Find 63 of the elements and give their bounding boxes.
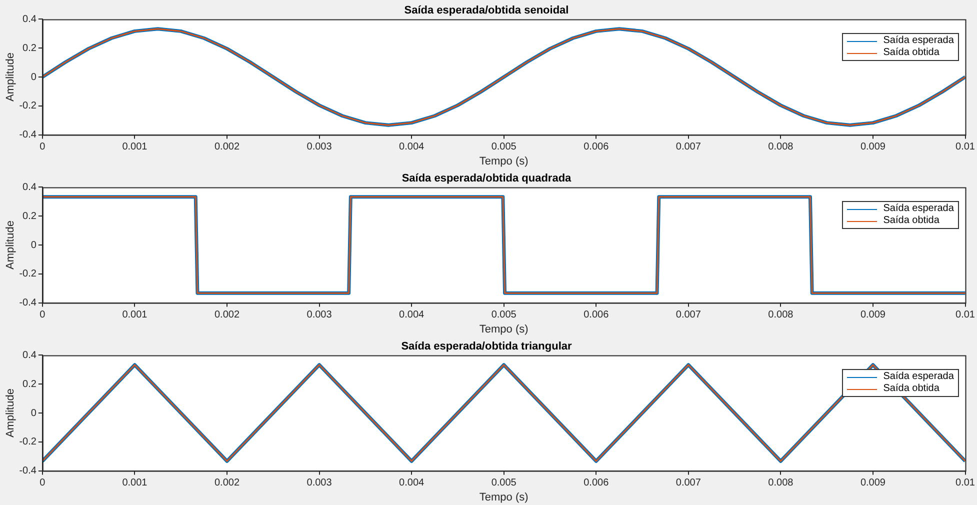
x-tick-label: 0 <box>40 310 46 321</box>
x-tick-label: 0.01 <box>956 478 976 489</box>
y-axis-title: Amplitude <box>4 220 17 270</box>
x-axis-title: Tempo (s) <box>479 323 528 336</box>
chart-title: Saída esperada/obtida quadrada <box>402 172 572 185</box>
x-tick-label: 0.002 <box>214 310 240 321</box>
y-tick-label: 0.4 <box>22 14 37 25</box>
x-tick-label: 0.009 <box>860 142 886 153</box>
x-tick-label: 0.008 <box>768 310 794 321</box>
x-tick-label: 0.004 <box>399 310 425 321</box>
x-tick-label: 0.006 <box>584 142 610 153</box>
y-tick-label: 0.4 <box>22 182 37 193</box>
x-tick-label: 0.007 <box>676 310 702 321</box>
x-tick-label: 0.002 <box>214 142 240 153</box>
x-tick-label: 0.005 <box>491 142 517 153</box>
x-tick-label: 0.001 <box>122 310 148 321</box>
x-tick-label: 0.005 <box>491 310 517 321</box>
x-tick-label: 0.007 <box>676 478 702 489</box>
x-tick-label: 0.008 <box>768 478 794 489</box>
chart-title: Saída esperada/obtida senoidal <box>404 4 569 17</box>
y-axis-title: Amplitude <box>4 52 17 102</box>
legend-label: Saída obtida <box>883 215 940 228</box>
y-tick-label: -0.2 <box>19 268 37 280</box>
x-tick-label: 0.008 <box>768 142 794 153</box>
y-tick-label: -0.4 <box>19 130 37 141</box>
y-tick-label: -0.2 <box>19 100 37 112</box>
x-tick-label: 0.004 <box>399 142 425 153</box>
x-tick-label: 0 <box>40 478 46 489</box>
x-tick-label: 0.003 <box>306 310 332 321</box>
x-tick-label: 0.01 <box>956 310 976 321</box>
y-tick-label: 0.2 <box>22 42 37 54</box>
x-tick-label: 0.003 <box>306 478 332 489</box>
y-tick-label: 0 <box>30 72 37 83</box>
legend-label: Saída obtida <box>883 47 940 60</box>
x-tick-label: 0.009 <box>860 478 886 489</box>
y-tick-label: -0.4 <box>19 298 37 309</box>
y-tick-label: -0.2 <box>19 436 37 448</box>
legend-label: Saída obtida <box>883 383 940 396</box>
chart-title: Saída esperada/obtida triangular <box>401 340 572 353</box>
x-tick-label: 0.004 <box>399 478 425 489</box>
legend-label: Saída esperada <box>883 371 954 384</box>
y-tick-label: 0 <box>30 240 37 251</box>
x-tick-label: 0.001 <box>122 478 148 489</box>
y-tick-label: 0 <box>30 408 37 419</box>
x-tick-label: 0.001 <box>122 142 148 153</box>
x-tick-label: 0.006 <box>584 478 610 489</box>
y-tick-label: 0.4 <box>22 350 37 361</box>
legend-label: Saída esperada <box>883 203 954 216</box>
y-tick-label: 0.2 <box>22 378 37 390</box>
y-tick-label: 0.2 <box>22 210 37 222</box>
legend-label: Saída esperada <box>883 35 954 48</box>
x-axis-title: Tempo (s) <box>479 155 528 168</box>
x-tick-label: 0.005 <box>491 478 517 489</box>
x-axis-title: Tempo (s) <box>479 491 528 504</box>
y-tick-label: -0.4 <box>19 466 37 477</box>
x-tick-label: 0.003 <box>306 142 332 153</box>
x-tick-label: 0.002 <box>214 478 240 489</box>
x-tick-label: 0.007 <box>676 142 702 153</box>
x-tick-label: 0 <box>40 142 46 153</box>
x-tick-label: 0.006 <box>584 310 610 321</box>
x-tick-label: 0.009 <box>860 310 886 321</box>
x-tick-label: 0.01 <box>956 142 976 153</box>
y-axis-title: Amplitude <box>4 388 17 438</box>
